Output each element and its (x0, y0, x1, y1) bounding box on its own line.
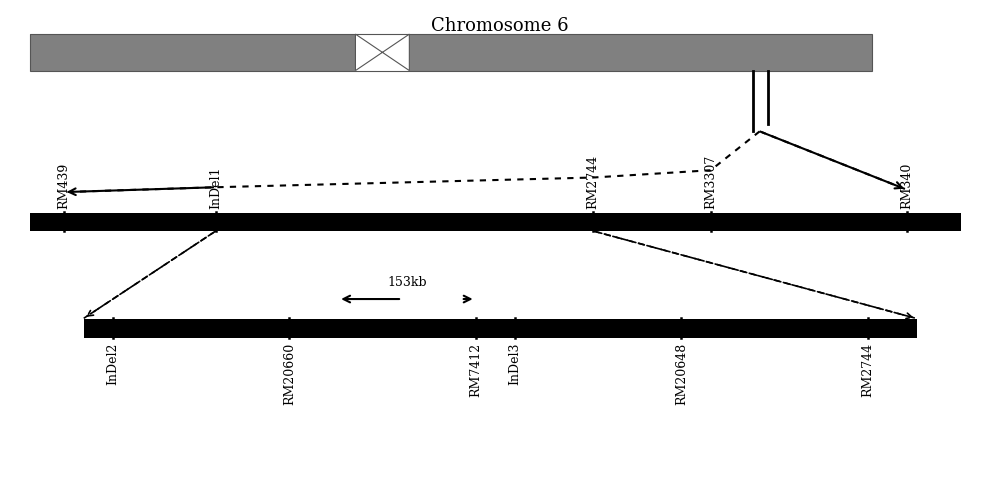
Text: RM2744: RM2744 (587, 155, 600, 209)
Bar (30, 34, 355, 70)
Text: RM20660: RM20660 (283, 343, 296, 405)
Text: InDel3: InDel3 (508, 343, 521, 385)
Text: Chromosome 6: Chromosome 6 (431, 17, 569, 35)
Text: InDel2: InDel2 (106, 343, 119, 385)
Text: RM3307: RM3307 (704, 155, 717, 209)
Text: RM439: RM439 (57, 163, 70, 209)
Bar (84, 319, 917, 338)
Text: RM2744: RM2744 (861, 343, 874, 397)
Text: RM340: RM340 (900, 163, 913, 209)
Polygon shape (355, 34, 409, 70)
Bar (30, 212, 961, 231)
Text: RM7412: RM7412 (469, 343, 482, 397)
Text: InDel1: InDel1 (209, 167, 222, 209)
Text: 153kb: 153kb (387, 276, 427, 289)
Text: RM20648: RM20648 (675, 343, 688, 405)
Bar (409, 34, 872, 70)
Bar (30, 34, 872, 70)
